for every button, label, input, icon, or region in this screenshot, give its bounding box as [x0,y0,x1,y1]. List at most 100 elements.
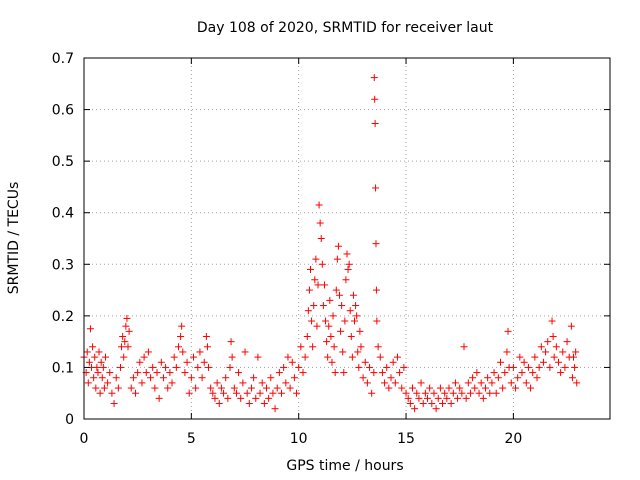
data-point [144,348,152,356]
data-point [237,394,245,402]
data-point [548,317,556,325]
data-point [477,379,485,387]
plot-frame [83,57,611,420]
data-point [118,343,126,351]
data-point [381,379,389,387]
data-point [447,400,455,408]
data-point [100,384,108,392]
data-point [265,394,273,402]
data-point [402,389,410,397]
data-point [385,384,393,392]
data-point [349,291,357,299]
data-point [573,379,581,387]
data-point [370,369,378,377]
data-point [295,363,303,371]
data-point [129,374,137,382]
data-point [514,374,522,382]
data-point [332,286,340,294]
data-point [464,379,472,387]
data-point [317,235,325,242]
data-point [159,374,167,382]
data-point [323,338,331,346]
data-point [351,317,359,325]
data-point [282,379,290,387]
data-point [376,353,384,361]
data-point [373,317,381,325]
data-point [355,363,363,371]
data-point [490,369,498,377]
data-point [469,374,477,382]
data-point [260,400,268,408]
data-point [354,348,362,356]
data-point [93,363,101,371]
data-point [256,389,264,397]
data-point [434,394,442,402]
data-point [342,276,350,284]
data-point [89,343,97,351]
data-point [466,389,474,397]
data-point [426,384,434,392]
data-point [572,348,580,356]
data-point [157,358,165,366]
data-point [415,394,423,402]
data-point [227,338,235,346]
data-point [313,322,321,330]
data-point [406,400,414,408]
data-point [404,394,412,402]
x-tick-label: 10 [290,431,308,447]
data-point [340,369,348,377]
y-tick-label: 0 [65,412,74,428]
data-point [370,74,378,82]
data-series-srmtid [80,74,581,413]
data-point [303,332,311,340]
data-point [449,389,457,397]
data-point [99,363,107,371]
data-point [456,384,464,392]
data-point [398,384,406,392]
data-point [481,384,489,392]
data-point [492,389,500,397]
chart-title: Day 108 of 2020, SRMTID for receiver lau… [197,20,494,36]
data-point [104,379,112,387]
data-point [347,332,355,340]
data-point [533,374,541,382]
data-point [222,374,230,382]
data-point [155,394,163,402]
data-point [299,369,307,377]
data-point [97,358,105,366]
data-point [164,384,172,392]
data-point [343,250,351,258]
data-point [387,374,395,382]
data-point [331,369,339,377]
x-tick-label: 5 [187,431,196,447]
y-tick-label: 0.4 [52,206,74,222]
data-point [136,358,144,366]
data-point [178,322,186,330]
y-tick-label: 0.2 [52,309,74,325]
data-point [338,302,346,310]
data-point [417,379,425,387]
y-tick-labels: 0 0.1 0.2 0.3 0.4 0.5 0.6 0.7 [52,51,74,428]
data-point [393,353,401,361]
data-point [568,374,576,382]
data-point [220,389,228,397]
y-tick-label: 0.3 [52,257,74,273]
data-point [174,343,182,351]
data-point [311,276,319,284]
data-point [122,322,130,330]
data-point [520,358,528,366]
data-point [411,405,419,413]
data-point [473,369,481,377]
data-point [94,369,102,377]
data-point [539,358,547,366]
data-point [345,260,353,268]
data-point [325,322,333,330]
data-point [546,363,554,371]
data-point [132,389,140,397]
data-point [524,363,532,371]
data-point [352,302,360,310]
data-point [123,314,131,322]
data-point [215,400,223,408]
data-point [443,394,451,402]
data-point [90,374,98,382]
